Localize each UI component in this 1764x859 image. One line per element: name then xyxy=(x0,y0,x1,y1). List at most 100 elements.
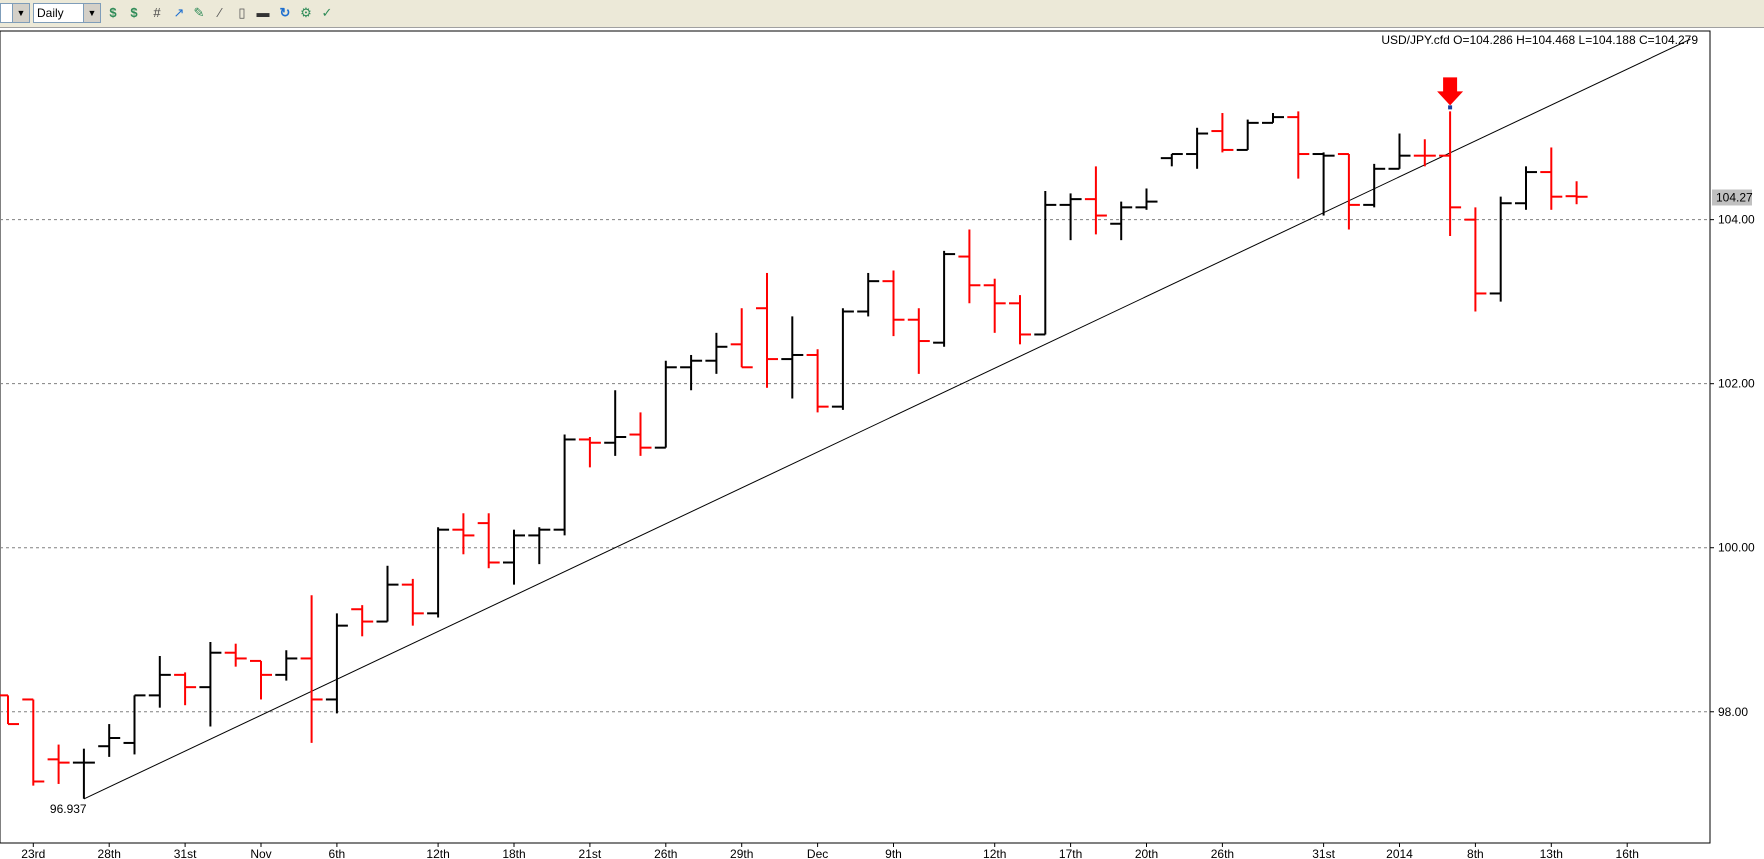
x-tick-label: 23rd xyxy=(21,847,45,859)
chevron-down-icon: ▼ xyxy=(83,4,100,22)
ohlc-bar xyxy=(174,672,197,706)
ohlc-bar xyxy=(1287,111,1310,179)
ohlc-bar xyxy=(983,278,1006,333)
ohlc-bar xyxy=(907,308,930,374)
ohlc-bar xyxy=(1160,153,1183,167)
x-tick-label: 16th xyxy=(1616,847,1639,859)
ohlc-bar xyxy=(1110,201,1133,241)
ohlc-bar xyxy=(503,529,525,585)
ohlc-bar xyxy=(882,270,905,337)
y-tick-label: 102.00 xyxy=(1718,377,1755,391)
ohlc-bars xyxy=(0,111,1588,799)
line-chart-icon[interactable]: ↗ xyxy=(173,5,185,20)
ohlc-bar xyxy=(730,308,753,369)
ohlc-bar xyxy=(1515,166,1537,210)
ohlc-bar xyxy=(47,744,70,784)
draw-tool-icon[interactable]: ✎ xyxy=(193,5,205,20)
signal-arrow-icon[interactable] xyxy=(1437,77,1464,106)
ohlc-bar xyxy=(1186,127,1209,169)
x-tick-label: 17th xyxy=(1059,847,1082,859)
current-price-label: 104.27 xyxy=(1716,191,1753,205)
ohlc-bar xyxy=(300,595,323,743)
plot-area xyxy=(0,30,1711,844)
timeframe-select-value: Daily xyxy=(37,6,64,20)
dollar-icon[interactable]: $ xyxy=(109,5,117,20)
ohlc-bar xyxy=(1337,153,1360,230)
x-tick-label: 12th xyxy=(983,847,1006,859)
grid-lines xyxy=(0,219,1710,713)
ohlc-bar xyxy=(351,605,374,637)
settings-icon[interactable]: ✓ xyxy=(321,5,333,20)
ohlc-bar xyxy=(1084,166,1107,235)
page-icon[interactable]: ▯ xyxy=(238,5,246,20)
chart-properties-icon[interactable]: ⚙ xyxy=(300,5,312,20)
x-tick-label: 31st xyxy=(174,847,197,859)
x-tick-label: 28th xyxy=(98,847,121,859)
line-style-icon[interactable]: ⁄ xyxy=(218,5,222,20)
ohlc-bar xyxy=(98,724,121,757)
ohlc-bar xyxy=(1388,133,1411,170)
x-tick-label: 21st xyxy=(579,847,602,859)
ohlc-bar xyxy=(199,642,222,727)
ohlc-bar xyxy=(553,434,576,536)
refresh-icon[interactable]: ↻ xyxy=(279,5,291,20)
printer-icon[interactable]: ▬ xyxy=(256,5,270,20)
ohlc-bar xyxy=(1059,193,1082,241)
ohlc-bar xyxy=(401,578,424,626)
dollar-refresh-icon[interactable]: $ xyxy=(130,5,138,20)
chart-title: USD/JPY.cfd O=104.286 H=104.468 L=104.18… xyxy=(1381,33,1698,47)
low-price-label: 96.937 xyxy=(50,802,87,816)
ohlc-bar xyxy=(857,272,880,317)
ohlc-bar xyxy=(224,643,247,667)
ohlc-bar xyxy=(1009,295,1031,345)
ohlc-bar xyxy=(1262,113,1284,124)
trendline-segment[interactable] xyxy=(83,38,1691,800)
ohlc-bar xyxy=(275,650,298,681)
x-tick-label: 8th xyxy=(1467,847,1484,859)
ohlc-bar xyxy=(1565,181,1588,205)
x-tick-label: 20th xyxy=(1135,847,1158,859)
ohlc-bar xyxy=(1135,188,1158,210)
ohlc-bar xyxy=(452,513,475,555)
x-tick-label: 9th xyxy=(885,847,902,859)
chart-annotations: 96.937 xyxy=(50,77,1464,816)
ohlc-bar xyxy=(629,412,652,456)
x-tick-label: 26th xyxy=(1211,847,1234,859)
ohlc-bar xyxy=(705,332,728,374)
y-tick-label: 98.00 xyxy=(1718,705,1748,719)
ohlc-bar xyxy=(806,349,829,413)
ohlc-bar xyxy=(1413,139,1436,167)
ohlc-bar xyxy=(1489,196,1512,302)
chevron-down-icon: ▼ xyxy=(12,4,29,22)
x-tick-label: 31st xyxy=(1312,847,1335,859)
x-tick-label: 12th xyxy=(426,847,449,859)
y-tick-label: 104.00 xyxy=(1718,213,1755,227)
ohlc-bar xyxy=(528,527,551,565)
ohlc-bar xyxy=(477,513,500,569)
ohlc-bar xyxy=(148,655,171,708)
ohlc-bar xyxy=(1034,190,1057,336)
symbol-select[interactable]: ▼ xyxy=(0,3,30,23)
x-tick-label: 29th xyxy=(730,847,753,859)
ohlc-bar xyxy=(427,527,450,618)
ohlc-bar xyxy=(831,308,854,410)
ohlc-bar xyxy=(22,698,45,786)
ohlc-bar xyxy=(578,437,601,468)
ohlc-bar xyxy=(756,272,778,388)
ohlc-bar xyxy=(250,659,272,700)
ohlc-bar xyxy=(604,390,627,456)
ohlc-bar xyxy=(654,360,677,449)
x-tick-label: 18th xyxy=(502,847,525,859)
crosshair-grid-icon[interactable]: # xyxy=(153,5,161,20)
ohlc-bar xyxy=(0,694,19,726)
ohlc-bar xyxy=(1464,207,1487,312)
signal-marker xyxy=(1448,105,1453,110)
ohlc-bar xyxy=(1439,111,1462,237)
chart-toolbar: ▼ Daily ▼ $ $ # ↗ ✎ ⁄ ▯ ▬ ↻ ⚙ ✓ xyxy=(0,0,1764,28)
ohlc-bar xyxy=(1540,147,1563,210)
timeframe-select[interactable]: Daily ▼ xyxy=(33,3,101,23)
x-tick-label: 26th xyxy=(654,847,677,859)
trendline xyxy=(83,38,1691,800)
current-price-badge xyxy=(1712,189,1752,206)
